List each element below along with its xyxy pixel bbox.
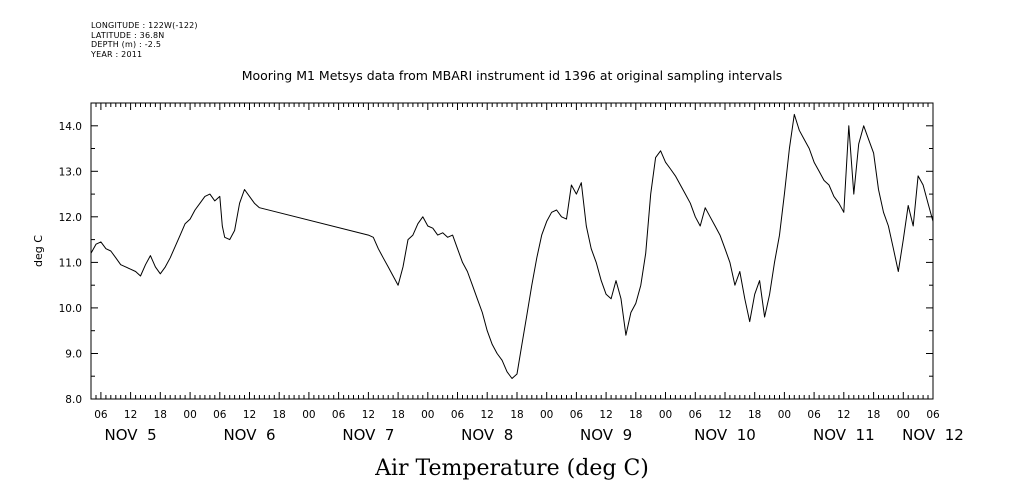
plot-frame <box>90 102 934 400</box>
hour-tick-label: 00 <box>897 409 910 421</box>
day-label: NOV 10 <box>694 426 756 444</box>
y-tick-label: 9.0 <box>65 349 82 361</box>
hour-tick-label: 00 <box>659 409 672 421</box>
y-tick-label: 8.0 <box>65 394 82 406</box>
y-axis-label: deg C <box>32 235 45 267</box>
hour-tick-label: 00 <box>421 409 434 421</box>
y-tick-label: 13.0 <box>59 166 82 178</box>
hour-tick-label: 06 <box>94 409 108 421</box>
meta-year: YEAR : 2011 <box>91 49 143 59</box>
hour-tick-label: 18 <box>510 409 523 421</box>
day-label: NOV 9 <box>580 426 632 444</box>
hour-tick-label: 06 <box>213 409 227 421</box>
day-label: NOV 8 <box>461 426 513 444</box>
hour-tick-label: 06 <box>807 409 821 421</box>
hour-tick-label: 00 <box>540 409 553 421</box>
day-label: NOV 12 <box>902 426 964 444</box>
series-line <box>90 113 934 379</box>
series-layer <box>90 113 934 379</box>
y-tick-label: 12.0 <box>59 212 82 224</box>
hour-tick-label: 12 <box>599 409 612 421</box>
hour-tick-label: 06 <box>689 409 703 421</box>
hour-tick-label: 06 <box>570 409 584 421</box>
axis-ticks <box>90 102 934 400</box>
hour-tick-label: 12 <box>243 409 256 421</box>
hour-tick-label: 12 <box>481 409 494 421</box>
y-tick-label: 14.0 <box>59 121 82 133</box>
hour-tick-label: 12 <box>124 409 137 421</box>
meta-depth: DEPTH (m) : -2.5 <box>91 40 162 49</box>
y-tick-label: 11.0 <box>59 257 82 269</box>
meta-latitude: LATITUDE : 36.8N <box>91 30 165 40</box>
y-tick-labels: 8.0 9.0 10.0 11.0 12.0 13.0 14.0 <box>59 121 82 406</box>
day-label: NOV 6 <box>223 426 275 444</box>
hour-tick-label: 00 <box>302 409 315 421</box>
hour-tick-label: 18 <box>273 409 286 421</box>
hour-tick-label: 18 <box>629 409 642 421</box>
hour-tick-label: 12 <box>718 409 731 421</box>
hour-tick-label: 06 <box>926 409 940 421</box>
y-tick-label: 10.0 <box>59 303 82 315</box>
hour-tick-label: 18 <box>391 409 404 421</box>
hour-tick-label: 06 <box>451 409 465 421</box>
hour-tick-label: 18 <box>867 409 880 421</box>
hour-tick-label: 06 <box>332 409 346 421</box>
day-label: NOV 5 <box>105 426 157 444</box>
day-label: NOV 7 <box>342 426 394 444</box>
hour-tick-label: 00 <box>183 409 196 421</box>
hour-tick-label: 00 <box>778 409 791 421</box>
metadata-block: LONGITUDE : 122W(-122) LATITUDE : 36.8N … <box>91 21 198 59</box>
x-axis-label: Air Temperature (deg C) <box>374 456 649 481</box>
hour-tick-label: 12 <box>837 409 850 421</box>
x-tick-labels: 06 12 18 00 06 12 18 00 06 12 18 00 06 12 18 00 06 12 18 00… <box>94 409 964 444</box>
hour-tick-label: 18 <box>748 409 761 421</box>
chart-title: Mooring M1 Metsys data from MBARI instru… <box>242 68 783 83</box>
hour-tick-label: 12 <box>362 409 375 421</box>
meta-longitude: LONGITUDE : 122W(-122) <box>91 21 198 30</box>
hour-tick-label: 18 <box>154 409 167 421</box>
day-label: NOV 11 <box>813 426 875 444</box>
